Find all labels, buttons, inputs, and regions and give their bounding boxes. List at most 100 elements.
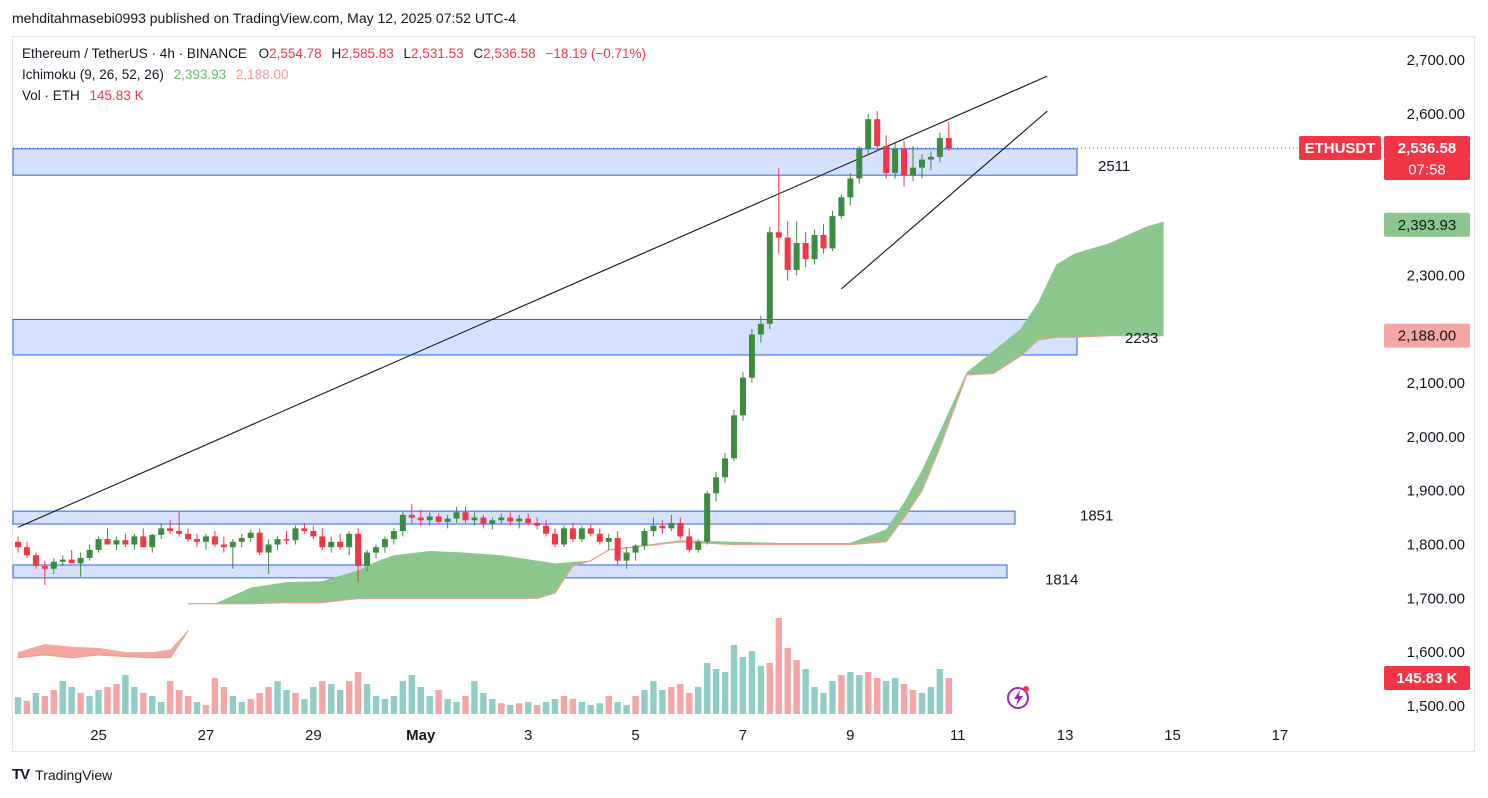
ichimoku-b-badge-text: 2,188.00 [1398,328,1456,345]
candle [874,111,881,152]
legend-symbol[interactable]: Ethereum / TetherUS · 4h · BINANCE [22,46,247,61]
candle-body [748,334,755,378]
countdown-badge-bg [1384,158,1470,180]
candle [659,520,666,534]
volume-bar [587,705,594,714]
candle [59,555,66,567]
ichimoku-b-badge[interactable]: 2,188.00 [1384,323,1470,348]
legend-volume-label: Vol · ETH [22,88,80,103]
candle [569,522,576,542]
candle [220,536,227,553]
volume-bar [23,700,31,714]
candle-body [32,555,39,567]
ichimoku-a-badge[interactable]: 2,393.93 [1384,212,1470,237]
candle [364,549,371,572]
legend-high: 2,585.83 [341,46,394,61]
candle-body [247,532,254,539]
volume-bar [811,687,818,714]
tradingview-logo[interactable]: TV TradingView [12,766,112,783]
time-axis[interactable]: 25 27 29 May 3 5 7 9 11 13 15 17 [90,727,1288,744]
publisher-line: mehditahmasebi0993 published on TradingV… [12,10,517,26]
candle-body [543,525,550,534]
volume-bar [292,693,299,714]
zone-1851[interactable] [12,510,1016,525]
volume-bar [453,702,460,714]
x-tick-label: 17 [1272,727,1289,744]
volume-bar [319,681,326,714]
volume-bar [829,681,836,714]
price-badges: ETHUSDT 2,536.58 07:58 2,393.93 2,188.00 145.… [1299,135,1470,690]
candle [516,514,523,529]
trendline-2[interactable] [841,110,1048,290]
current-price-badge[interactable]: 2,536.58 [1384,135,1470,160]
legend-close-label: C [473,46,484,61]
x-tick-label: 9 [846,727,854,744]
zone-2511[interactable] [12,148,1078,176]
candle [15,536,21,553]
legend-volume[interactable]: Vol · ETH 145.83 K [22,88,144,103]
candle [194,533,200,548]
candle-body [578,528,585,540]
volume-bar [480,693,487,714]
candle-body [856,148,863,179]
volume-bar [149,696,156,714]
candle [793,221,800,276]
candle [901,140,908,187]
y-tick-label: 2,300.00 [1407,267,1465,284]
volume-bar [686,693,693,714]
volume-bar [211,678,219,714]
volume-bar [489,699,496,714]
candle-body [632,545,639,553]
volume-bar [140,693,147,714]
candle-body [901,148,908,176]
candle [605,533,612,550]
candle-body [50,561,57,569]
candle [176,512,183,537]
volume-bar [14,697,22,714]
legend-change: −18.19 (−0.71%) [545,46,647,61]
zone-2233[interactable] [12,318,1078,356]
candle [668,514,675,532]
candle [641,528,648,550]
x-tick-label: 13 [1057,727,1074,744]
volume-badge-text: 145.83 K [1397,670,1458,687]
countdown-badge[interactable]: 07:58 [1384,158,1470,180]
candle-body [444,518,451,522]
volume-bar [703,663,711,714]
volume-bar [578,702,586,714]
candle-body [238,538,245,542]
legend-ichimoku[interactable]: Ichimoku (9, 26, 52, 26) 2,393.93 2,188.… [22,67,288,82]
symbol-badge[interactable]: ETHUSDT [1299,135,1381,160]
zone-labels: 2511 2233 1851 1814 [1045,158,1158,588]
volume-bar [417,687,424,714]
volume-bar [524,702,532,714]
candle [444,514,451,529]
volume-bar [927,687,935,714]
volume-bar [739,657,747,714]
volume-bar [256,693,263,714]
volume-bar [757,666,765,714]
chart-frame[interactable] [12,36,1475,752]
candle [283,531,290,545]
lightning-icon[interactable] [1007,686,1029,709]
volume-bar [820,693,827,714]
volume-badge[interactable]: 145.83 K [1384,666,1470,690]
candle [211,531,218,548]
candle [480,514,487,529]
candle [435,513,442,525]
volume-bar [838,675,845,714]
candle [86,544,93,561]
volume-bar [614,702,621,714]
candle [892,143,899,179]
candle [310,525,317,540]
x-tick-label: 15 [1164,727,1181,744]
candle-body [722,458,729,478]
candle-body [390,531,397,540]
trendline-1[interactable] [17,75,1048,528]
candle-body [677,522,684,537]
candle [229,539,236,569]
candle [650,517,657,537]
cloud-bearish-edge [17,630,189,659]
trendlines [17,75,1048,528]
